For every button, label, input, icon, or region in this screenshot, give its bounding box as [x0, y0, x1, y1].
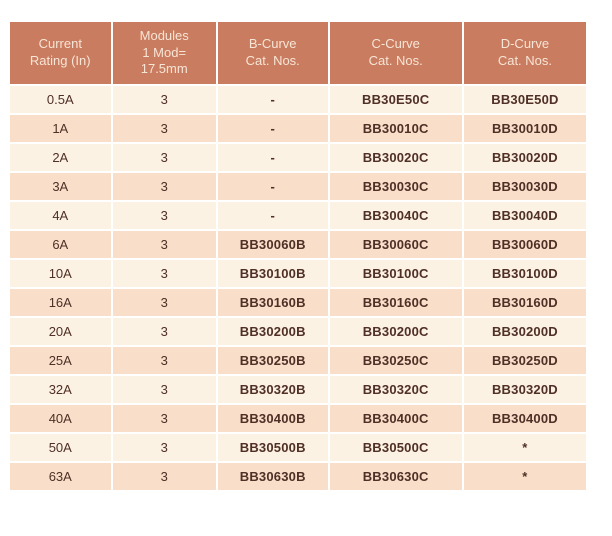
cell-c-curve: BB30030C [329, 173, 462, 200]
cell-modules: 3 [112, 463, 216, 490]
cell-modules: 3 [112, 347, 216, 374]
cell-b-curve: BB30250B [217, 347, 328, 374]
table-row: 1A 3- BB30010C BB30010D [10, 115, 586, 142]
cell-b-curve: BB30320B [217, 376, 328, 403]
cell-c-curve: BB30020C [329, 144, 462, 171]
table-row: 6A 3 BB30060B BB30060C BB30060D [10, 231, 586, 258]
cell-d-curve: BB30250D [463, 347, 586, 374]
cell-d-curve: BB30400D [463, 405, 586, 432]
cell-modules: 3 [112, 173, 216, 200]
cell-b-curve: - [217, 115, 328, 142]
cell-b-curve: - [217, 202, 328, 229]
cell-d-curve: BB30010D [463, 115, 586, 142]
cell-modules: 3 [112, 318, 216, 345]
cell-d-curve: BB30200D [463, 318, 586, 345]
cell-c-curve: BB30010C [329, 115, 462, 142]
cell-current-rating: 10A [10, 260, 111, 287]
cell-d-curve: BB30060D [463, 231, 586, 258]
cell-current-rating: 0.5A [10, 86, 111, 113]
cell-current-rating: 2A [10, 144, 111, 171]
cell-c-curve: BB30E50C [329, 86, 462, 113]
table-header: Current Rating (In) Modules 1 Mod= 17.5m… [10, 22, 586, 84]
breaker-catalog-table-container: Current Rating (In) Modules 1 Mod= 17.5m… [8, 20, 588, 492]
breaker-catalog-table: Current Rating (In) Modules 1 Mod= 17.5m… [8, 20, 588, 492]
cell-d-curve: BB30320D [463, 376, 586, 403]
cell-d-curve: BB30E50D [463, 86, 586, 113]
table-row: 40A 3 BB30400B BB30400C BB30400D [10, 405, 586, 432]
cell-modules: 3 [112, 376, 216, 403]
cell-modules: 3 [112, 289, 216, 316]
cell-modules: 3 [112, 86, 216, 113]
table-row: 32A 3 BB30320B BB30320C BB30320D [10, 376, 586, 403]
cell-d-curve: BB30100D [463, 260, 586, 287]
cell-d-curve: * [463, 434, 586, 461]
cell-c-curve: BB30250C [329, 347, 462, 374]
cell-modules: 3 [112, 202, 216, 229]
cell-d-curve: BB30160D [463, 289, 586, 316]
cell-c-curve: BB30320C [329, 376, 462, 403]
column-header-d-curve: D-Curve Cat. Nos. [463, 22, 586, 84]
table-row: 50A 3 BB30500B BB30500C * [10, 434, 586, 461]
table-row: 3A 3- BB30030C BB30030D [10, 173, 586, 200]
column-header-b-curve: B-Curve Cat. Nos. [217, 22, 328, 84]
table-body: 0.5A 3- BB30E50C BB30E50D 1A 3- BB30010C BB3001… [10, 86, 586, 490]
cell-b-curve: BB30100B [217, 260, 328, 287]
cell-b-curve: BB30500B [217, 434, 328, 461]
cell-b-curve: - [217, 86, 328, 113]
cell-b-curve: BB30160B [217, 289, 328, 316]
cell-modules: 3 [112, 260, 216, 287]
cell-current-rating: 16A [10, 289, 111, 316]
cell-b-curve: - [217, 173, 328, 200]
cell-current-rating: 20A [10, 318, 111, 345]
table-row: 2A 3- BB30020C BB30020D [10, 144, 586, 171]
cell-c-curve: BB30100C [329, 260, 462, 287]
cell-modules: 3 [112, 434, 216, 461]
cell-b-curve: BB30200B [217, 318, 328, 345]
cell-current-rating: 40A [10, 405, 111, 432]
column-header-c-curve: C-Curve Cat. Nos. [329, 22, 462, 84]
cell-b-curve: - [217, 144, 328, 171]
cell-b-curve: BB30400B [217, 405, 328, 432]
table-row: 25A 3 BB30250B BB30250C BB30250D [10, 347, 586, 374]
table-row: 10A 3 BB30100B BB30100C BB30100D [10, 260, 586, 287]
table-row: 0.5A 3- BB30E50C BB30E50D [10, 86, 586, 113]
cell-current-rating: 6A [10, 231, 111, 258]
cell-c-curve: BB30630C [329, 463, 462, 490]
cell-current-rating: 4A [10, 202, 111, 229]
cell-modules: 3 [112, 144, 216, 171]
cell-c-curve: BB30400C [329, 405, 462, 432]
column-header-modules: Modules 1 Mod= 17.5mm [112, 22, 216, 84]
cell-c-curve: BB30500C [329, 434, 462, 461]
header-row: Current Rating (In) Modules 1 Mod= 17.5m… [10, 22, 586, 84]
cell-d-curve: * [463, 463, 586, 490]
cell-b-curve: BB30060B [217, 231, 328, 258]
cell-modules: 3 [112, 405, 216, 432]
cell-c-curve: BB30040C [329, 202, 462, 229]
cell-c-curve: BB30160C [329, 289, 462, 316]
table-row: 4A 3- BB30040C BB30040D [10, 202, 586, 229]
table-row: 63A 3 BB30630B BB30630C * [10, 463, 586, 490]
cell-c-curve: BB30060C [329, 231, 462, 258]
cell-current-rating: 50A [10, 434, 111, 461]
table-row: 16A 3 BB30160B BB30160C BB30160D [10, 289, 586, 316]
column-header-current-rating: Current Rating (In) [10, 22, 111, 84]
table-row: 20A 3 BB30200B BB30200C BB30200D [10, 318, 586, 345]
cell-current-rating: 3A [10, 173, 111, 200]
cell-d-curve: BB30040D [463, 202, 586, 229]
cell-d-curve: BB30020D [463, 144, 586, 171]
cell-modules: 3 [112, 115, 216, 142]
cell-current-rating: 63A [10, 463, 111, 490]
cell-modules: 3 [112, 231, 216, 258]
cell-c-curve: BB30200C [329, 318, 462, 345]
cell-d-curve: BB30030D [463, 173, 586, 200]
cell-current-rating: 32A [10, 376, 111, 403]
cell-current-rating: 25A [10, 347, 111, 374]
cell-current-rating: 1A [10, 115, 111, 142]
cell-b-curve: BB30630B [217, 463, 328, 490]
